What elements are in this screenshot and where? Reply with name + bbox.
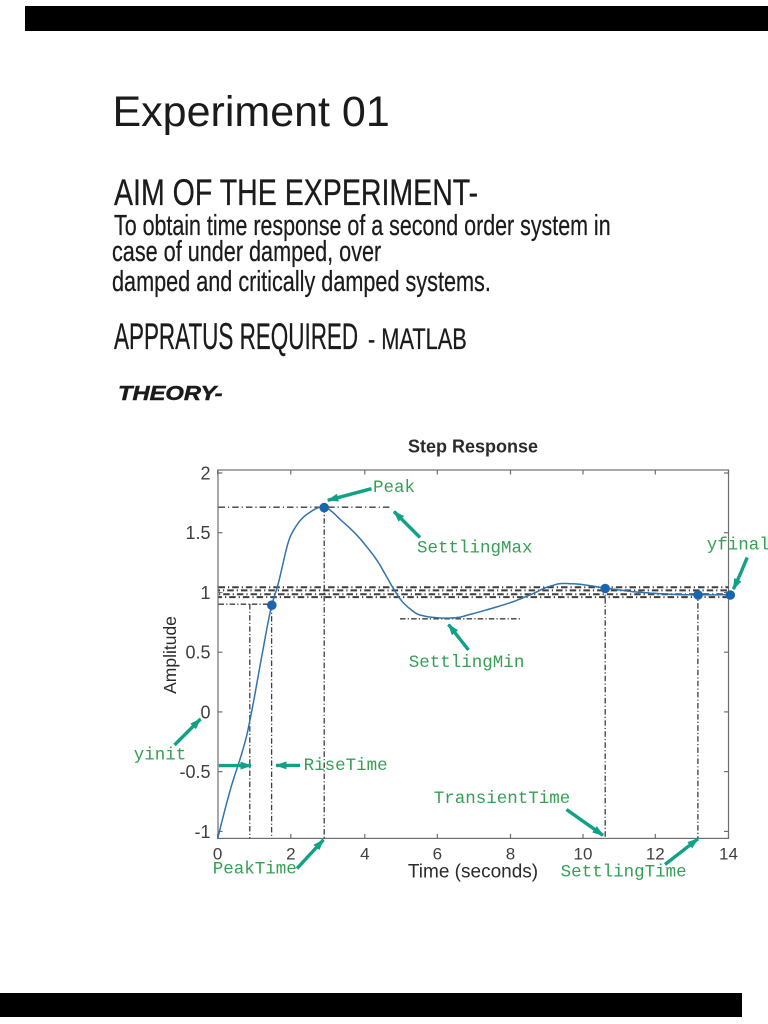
svg-text:0: 0	[213, 845, 222, 864]
svg-text:PeakTime: PeakTime	[213, 860, 297, 880]
svg-text:6: 6	[433, 845, 442, 864]
svg-text:SettlingTime: SettlingTime	[561, 863, 687, 883]
svg-text:2: 2	[200, 464, 210, 484]
svg-text:8: 8	[506, 845, 515, 864]
svg-text:SettlingMax: SettlingMax	[417, 539, 533, 559]
svg-text:yinit: yinit	[134, 746, 187, 766]
svg-text:4: 4	[360, 845, 369, 864]
svg-text:Peak: Peak	[373, 478, 415, 498]
svg-text:1.5: 1.5	[185, 523, 210, 543]
svg-text:12: 12	[646, 845, 665, 864]
svg-text:2: 2	[286, 845, 295, 864]
svg-text:TransientTime: TransientTime	[434, 789, 571, 809]
svg-text:10: 10	[574, 845, 593, 864]
svg-text:14: 14	[719, 845, 738, 864]
svg-text:yfinal: yfinal	[707, 536, 768, 556]
svg-text:-0.5: -0.5	[179, 762, 210, 782]
svg-text:-1: -1	[194, 822, 210, 842]
svg-text:Amplitude: Amplitude	[160, 616, 180, 694]
svg-text:0: 0	[200, 702, 210, 722]
svg-text:1: 1	[200, 583, 210, 603]
svg-text:Time (seconds): Time (seconds)	[408, 862, 538, 883]
svg-text:RiseTime: RiseTime	[304, 756, 388, 776]
svg-text:0.5: 0.5	[185, 643, 210, 663]
svg-text:SettlingMin: SettlingMin	[409, 653, 525, 673]
svg-text:Step Response: Step Response	[408, 437, 538, 457]
